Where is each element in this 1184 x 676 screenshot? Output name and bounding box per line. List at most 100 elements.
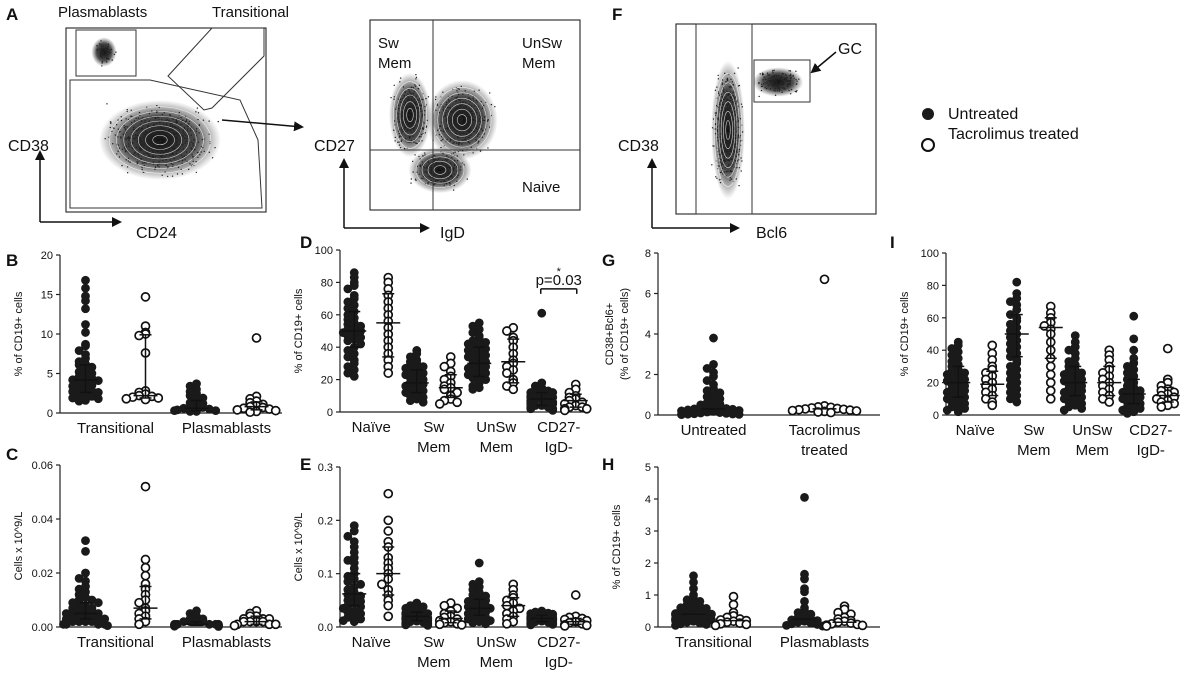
event-dot — [760, 85, 763, 88]
event-dot — [716, 129, 719, 131]
event-dot — [728, 159, 731, 162]
event-dot — [727, 94, 729, 97]
event-dot — [123, 126, 126, 129]
event-dot — [105, 44, 107, 47]
treated-point — [559, 405, 570, 416]
event-dot — [453, 114, 456, 117]
event-dot — [720, 116, 722, 118]
significance-star: * — [557, 266, 562, 278]
event-dot — [723, 146, 725, 149]
event-dot — [732, 119, 734, 121]
untreated-point — [349, 617, 359, 627]
event-dot — [161, 156, 163, 158]
event-dot — [407, 121, 409, 123]
event-dot — [466, 106, 468, 109]
event-dot — [157, 141, 159, 144]
event-dot — [165, 164, 167, 167]
event-dot — [177, 133, 179, 136]
event-dot — [433, 184, 435, 186]
event-dot — [435, 109, 437, 112]
event-dot — [727, 132, 730, 135]
event-dot — [398, 144, 401, 146]
event-dot — [157, 150, 159, 153]
legend: Untreated Tacrolimus treated — [921, 106, 1079, 152]
category-label: CD27- — [537, 419, 580, 436]
event-dot — [723, 122, 726, 124]
event-dot — [126, 137, 129, 139]
event-dot — [469, 130, 471, 132]
event-dot — [472, 130, 475, 133]
event-dot — [180, 154, 183, 156]
event-dot — [162, 152, 164, 154]
category-label: Mem — [480, 654, 513, 671]
event-dot — [446, 165, 448, 168]
event-dot — [183, 133, 186, 135]
event-dot — [196, 107, 199, 109]
event-dot — [468, 124, 470, 126]
category-label: Plasmablasts — [182, 420, 271, 437]
event-dot — [418, 155, 420, 158]
event-dot — [737, 67, 739, 69]
event-dot — [174, 133, 176, 135]
event-dot — [152, 161, 155, 163]
event-dot — [185, 120, 187, 122]
event-dot — [780, 75, 783, 77]
gate-transitional — [167, 27, 265, 111]
event-dot — [461, 143, 463, 145]
event-dot — [142, 142, 144, 145]
event-dot — [475, 109, 477, 112]
event-dot — [408, 125, 410, 128]
event-dot — [399, 81, 401, 83]
event-dot — [448, 181, 451, 184]
event-dot — [711, 164, 713, 166]
event-dot — [163, 152, 166, 154]
event-dot — [789, 70, 792, 72]
event-dot — [731, 103, 733, 106]
event-dot — [431, 174, 433, 176]
event-dot — [440, 180, 442, 183]
untreated-point — [103, 621, 112, 631]
event-dot — [154, 168, 156, 170]
category-label: Transitional — [675, 634, 752, 651]
event-dot — [399, 135, 401, 137]
untreated-point — [1012, 397, 1022, 407]
event-dot — [469, 119, 472, 121]
axis-label-cd24: CD24 — [136, 225, 177, 242]
contour-ring — [720, 101, 736, 159]
event-dot — [772, 71, 774, 74]
event-dot — [785, 77, 788, 80]
event-dot — [414, 85, 417, 88]
event-dot — [169, 122, 172, 124]
event-dot — [464, 101, 466, 103]
event-dot — [438, 133, 441, 136]
untreated-point — [548, 405, 558, 415]
contour-ring — [427, 160, 453, 180]
treated-point — [813, 407, 823, 417]
event-dot — [475, 139, 477, 141]
event-dot — [159, 127, 162, 129]
event-dot — [413, 100, 415, 102]
event-dot — [423, 110, 426, 112]
event-dot — [478, 120, 480, 123]
event-dot — [410, 117, 412, 120]
event-dot — [426, 168, 428, 170]
event-dot — [469, 116, 471, 119]
category-label: Mem — [417, 439, 450, 456]
event-dot — [729, 116, 731, 118]
event-dot — [456, 111, 459, 113]
event-dot — [408, 90, 411, 93]
event-dot — [109, 126, 111, 129]
y-tick-label: 40 — [321, 342, 333, 354]
event-dot — [141, 140, 143, 143]
event-dot — [472, 100, 475, 102]
event-dot — [448, 178, 450, 180]
event-dot — [776, 86, 779, 89]
event-dot — [180, 168, 182, 171]
event-dot — [738, 167, 740, 169]
event-dot — [185, 140, 187, 142]
event-dot — [419, 107, 422, 110]
event-dot — [428, 163, 431, 165]
event-dot — [174, 147, 176, 149]
event-dot — [177, 166, 180, 169]
